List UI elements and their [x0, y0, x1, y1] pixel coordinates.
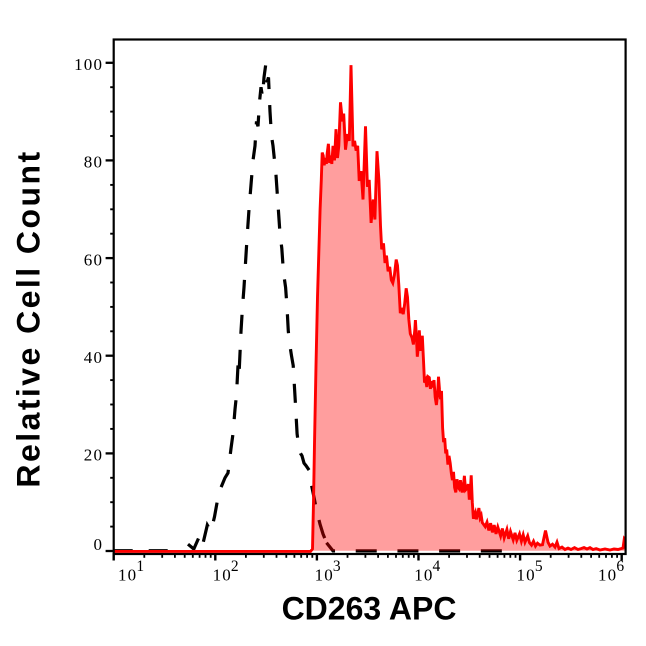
svg-text:10: 10 — [598, 566, 617, 585]
svg-text:60: 60 — [84, 250, 103, 269]
svg-text:10: 10 — [213, 566, 232, 585]
svg-text:80: 80 — [84, 153, 103, 172]
svg-text:10: 10 — [516, 566, 535, 585]
svg-text:100: 100 — [74, 55, 103, 74]
svg-text:10: 10 — [315, 566, 334, 585]
svg-text:0: 0 — [93, 535, 103, 554]
svg-text:Relative Cell Count: Relative Cell Count — [11, 149, 47, 487]
svg-text:CD263 APC: CD263 APC — [282, 591, 457, 627]
svg-text:6: 6 — [616, 558, 624, 575]
svg-text:40: 40 — [84, 348, 103, 367]
svg-text:3: 3 — [333, 558, 341, 575]
svg-text:1: 1 — [136, 558, 144, 575]
svg-text:5: 5 — [535, 558, 543, 575]
svg-text:10: 10 — [414, 566, 433, 585]
svg-text:10: 10 — [118, 566, 137, 585]
svg-text:2: 2 — [231, 558, 239, 575]
svg-text:4: 4 — [433, 558, 441, 575]
svg-text:20: 20 — [84, 446, 103, 465]
